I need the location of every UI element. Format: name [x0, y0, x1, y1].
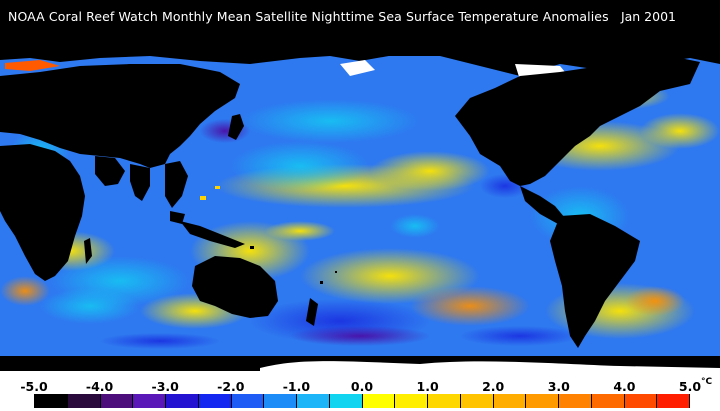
legend-tick: 4.0 — [613, 379, 636, 394]
legend-swatch-4 — [166, 394, 199, 408]
legend-tick: -1.0 — [282, 379, 311, 394]
legend-swatch-17 — [591, 394, 625, 408]
legend-ticks: -5.0 -4.0 -3.0 -2.0 -1.0 0.0 1.0 2.0 3.0 4.0 5.0 — [0, 379, 720, 395]
legend-tick: -4.0 — [85, 379, 114, 394]
anomaly-map — [0, 36, 720, 371]
antarctic-ice — [260, 361, 720, 371]
legend-swatch-19 — [657, 394, 690, 408]
legend-tick: 0.0 — [350, 379, 374, 394]
legend-swatch-18 — [624, 394, 658, 408]
legend-swatch-0 — [34, 394, 68, 408]
legend-swatch-16 — [559, 394, 592, 408]
map-date: Jan 2001 — [620, 9, 676, 24]
legend-swatch-10 — [362, 394, 396, 408]
legend-unit: °C — [701, 377, 713, 387]
legend-swatch-8 — [297, 394, 330, 408]
legend-swatch-3 — [133, 394, 166, 408]
legend-tick: 1.0 — [416, 379, 439, 394]
legend-swatch-14 — [493, 394, 527, 408]
legend-swatch-1 — [67, 394, 101, 408]
legend-swatch-6 — [231, 394, 265, 408]
map-title: NOAA Coral Reef Watch Monthly Mean Satel… — [8, 9, 609, 24]
legend-tick: -3.0 — [151, 379, 179, 394]
legend-swatch-7 — [264, 394, 297, 408]
legend-swatch-11 — [395, 394, 428, 408]
color-legend: -5.0 -4.0 -3.0 -2.0 -1.0 0.0 1.0 2.0 3.0 4.0 5.0 °… — [0, 371, 720, 411]
title-bar: NOAA Coral Reef Watch Monthly Mean Satel… — [0, 0, 720, 36]
legend-swatch-12 — [428, 394, 461, 408]
legend-tick: -5.0 — [20, 379, 48, 394]
legend-swatch-2 — [100, 394, 134, 408]
island-details — [200, 186, 337, 284]
landmasses — [0, 54, 700, 348]
legend-tick: -2.0 — [217, 379, 245, 394]
legend-tick: 3.0 — [547, 379, 570, 394]
world-map-svg — [0, 36, 720, 371]
legend-swatch-9 — [329, 394, 363, 408]
arctic-warm-patch — [5, 60, 60, 71]
legend-swatch-5 — [198, 394, 232, 408]
legend-swatch-15 — [526, 394, 559, 408]
legend-tick: 5.0 — [678, 379, 702, 394]
legend-tick: 2.0 — [482, 379, 505, 394]
legend-swatches — [34, 394, 690, 408]
legend-swatch-13 — [460, 394, 494, 408]
